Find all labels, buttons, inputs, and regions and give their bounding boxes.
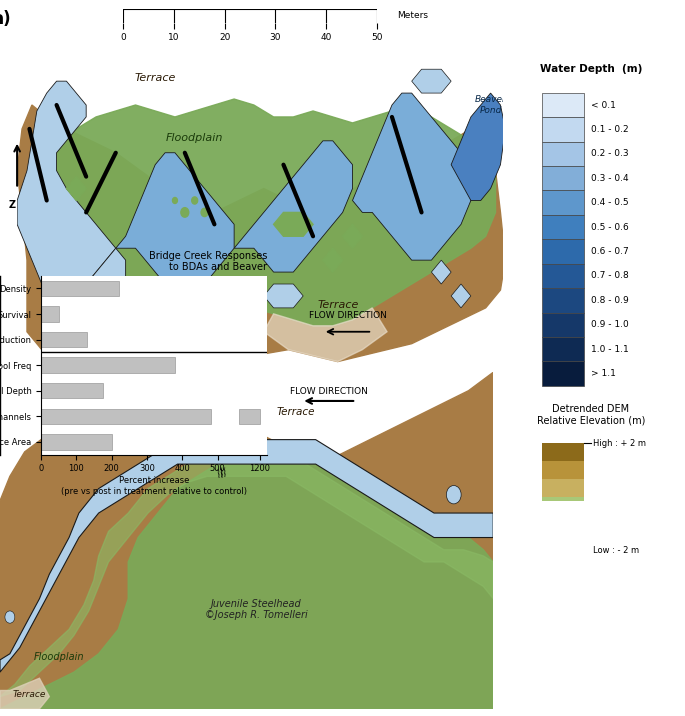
- Text: 0.6 - 0.7: 0.6 - 0.7: [590, 247, 629, 256]
- Text: FLOW DIRECTION: FLOW DIRECTION: [290, 387, 368, 396]
- Polygon shape: [0, 372, 493, 709]
- Bar: [542, 532, 584, 550]
- Circle shape: [201, 208, 208, 216]
- Bar: [542, 362, 584, 386]
- Text: < 0.1: < 0.1: [590, 100, 616, 110]
- Polygon shape: [264, 284, 303, 308]
- Polygon shape: [432, 260, 451, 284]
- Text: Z: Z: [9, 200, 16, 211]
- Text: High : + 2 m: High : + 2 m: [593, 439, 645, 448]
- Polygon shape: [0, 452, 493, 697]
- Text: 0.9 - 1.0: 0.9 - 1.0: [590, 320, 629, 329]
- Polygon shape: [0, 464, 493, 709]
- Text: Terrace: Terrace: [317, 300, 358, 310]
- Polygon shape: [451, 93, 506, 200]
- Text: Low : - 2 m: Low : - 2 m: [593, 546, 638, 554]
- Text: 1.0 - 1.1: 1.0 - 1.1: [590, 344, 629, 354]
- Bar: [542, 263, 584, 288]
- Polygon shape: [353, 93, 471, 260]
- Text: 0.7 - 0.8: 0.7 - 0.8: [590, 271, 629, 281]
- Bar: [41, 332, 87, 347]
- Text: Water Depth  (m): Water Depth (m): [540, 64, 642, 74]
- Text: Terrace: Terrace: [134, 73, 176, 83]
- Text: 0.4 - 0.5: 0.4 - 0.5: [590, 198, 628, 207]
- Polygon shape: [234, 141, 353, 272]
- Circle shape: [5, 611, 15, 623]
- Bar: [542, 443, 584, 461]
- Text: Floodplain: Floodplain: [34, 652, 84, 662]
- Bar: [41, 409, 211, 424]
- Bar: [542, 312, 584, 337]
- Polygon shape: [116, 153, 234, 296]
- Circle shape: [181, 208, 189, 217]
- Polygon shape: [0, 678, 49, 709]
- Bar: [542, 515, 584, 532]
- Polygon shape: [273, 213, 313, 236]
- Text: Meters: Meters: [397, 11, 428, 20]
- Polygon shape: [0, 440, 493, 672]
- Polygon shape: [342, 224, 362, 248]
- Polygon shape: [27, 99, 495, 338]
- Bar: [542, 288, 584, 313]
- Polygon shape: [17, 105, 506, 374]
- Bar: [41, 434, 112, 450]
- Bar: [239, 409, 260, 424]
- Text: Beaver
Pond: Beaver Pond: [475, 95, 506, 115]
- Text: Terrace: Terrace: [13, 690, 47, 699]
- Bar: [41, 383, 103, 398]
- Bar: [542, 239, 584, 263]
- Polygon shape: [323, 248, 342, 272]
- Bar: [542, 479, 584, 497]
- Text: Floodplain: Floodplain: [166, 132, 223, 142]
- Bar: [542, 117, 584, 142]
- Text: a): a): [0, 9, 11, 27]
- Text: 0.1 - 0.2: 0.1 - 0.2: [590, 125, 628, 134]
- Bar: [41, 306, 59, 321]
- Text: 0.2 - 0.3: 0.2 - 0.3: [590, 150, 628, 158]
- Circle shape: [447, 485, 461, 504]
- Bar: [542, 497, 584, 515]
- Polygon shape: [451, 284, 471, 308]
- Polygon shape: [66, 177, 86, 200]
- Text: //: //: [219, 468, 229, 479]
- Bar: [41, 357, 175, 373]
- Text: Juvenile Steelhead
©Joseph R. Tomelleri: Juvenile Steelhead ©Joseph R. Tomelleri: [205, 599, 308, 620]
- Circle shape: [173, 198, 177, 203]
- Text: Floodplain: Floodplain: [210, 425, 264, 435]
- Text: FLOW DIRECTION: FLOW DIRECTION: [309, 311, 386, 320]
- Bar: [542, 461, 584, 479]
- Bar: [542, 337, 584, 362]
- Bar: [542, 93, 584, 117]
- Bar: [542, 190, 584, 215]
- Text: 0.3 - 0.4: 0.3 - 0.4: [590, 174, 628, 183]
- Polygon shape: [57, 248, 125, 320]
- Text: Terrace: Terrace: [277, 407, 315, 417]
- Text: Detrended DEM
Relative Elevation (m): Detrended DEM Relative Elevation (m): [536, 404, 645, 426]
- Text: > 1.1: > 1.1: [590, 369, 616, 378]
- Circle shape: [192, 197, 198, 204]
- X-axis label: Percent increase
(pre vs post in treatment relative to control): Percent increase (pre vs post in treatme…: [61, 476, 247, 495]
- Text: //: //: [216, 468, 225, 479]
- Bar: [542, 142, 584, 166]
- Polygon shape: [17, 81, 116, 308]
- Polygon shape: [264, 308, 387, 362]
- Text: 0.8 - 0.9: 0.8 - 0.9: [590, 296, 629, 305]
- Text: 0.5 - 0.6: 0.5 - 0.6: [590, 223, 629, 231]
- Bar: [542, 215, 584, 239]
- Text: Bridge Creek Responses
to BDAs and Beaver: Bridge Creek Responses to BDAs and Beave…: [149, 251, 267, 272]
- Bar: [542, 166, 584, 190]
- Polygon shape: [412, 69, 451, 93]
- Bar: [41, 281, 119, 296]
